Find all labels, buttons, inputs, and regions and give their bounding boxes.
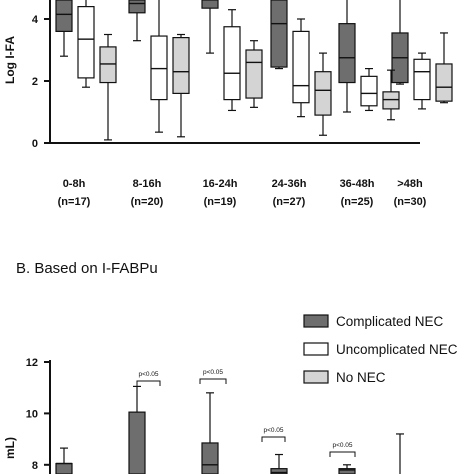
panel-b-y-label: mL) — [3, 437, 17, 459]
bracket-line — [329, 451, 356, 457]
p-value-label: p<0.05 — [203, 369, 223, 376]
panel-a-box-5-no-nec — [382, 69, 400, 121]
significance-bracket: p<0.05 — [329, 442, 356, 457]
category-n-label: (n=20) — [131, 196, 164, 208]
panel-b-box-4-complicated-nec — [270, 453, 288, 474]
y-tick-label: 2 — [32, 76, 38, 88]
panel-b-title: B. Based on I-FABPu — [16, 260, 158, 277]
legend-swatch — [303, 314, 329, 328]
box — [338, 23, 356, 84]
bracket-line — [261, 436, 286, 442]
panel-a-box-6-uncomplicated-nec — [413, 52, 431, 110]
panel-a-box-4-uncomplicated-nec — [292, 18, 310, 118]
category-n-label: (n=30) — [394, 196, 427, 208]
box — [223, 26, 241, 101]
panel-a-box-4-complicated-nec — [270, 0, 288, 70]
category-label: 36-48h — [340, 178, 375, 190]
category-label: 24-36h — [272, 178, 307, 190]
panel-a-boxes — [55, 0, 453, 141]
category-label: 0-8h — [63, 178, 86, 190]
panel-a-category-labels: 0-8h (n=17) 8-16h (n=20) 16-24h (n=19) 24-36h (… — [58, 178, 427, 208]
box — [292, 30, 310, 104]
panel-a-box-3-uncomplicated-nec — [223, 9, 241, 112]
box — [150, 35, 168, 101]
panel-a-box-2-no-nec — [172, 33, 190, 138]
box — [245, 49, 263, 99]
significance-bracket: p<0.05 — [261, 427, 286, 442]
panel-a-box-2-complicated-nec — [128, 0, 146, 42]
panel-a-box-6-no-nec — [435, 32, 453, 104]
box — [201, 0, 219, 9]
significance-bracket: p<0.05 — [136, 371, 161, 386]
category-n-label: (n=17) — [58, 196, 91, 208]
y-tick-label: 0 — [32, 138, 38, 150]
y-tick-label: 10 — [26, 408, 38, 420]
significance-bracket: p<0.05 — [199, 369, 227, 384]
panel-a-box-3-no-nec — [245, 40, 263, 108]
box — [99, 46, 117, 84]
panel-a: Log I-FA 0 2 4 0-8h (n=17) 8-16h (n=20) 16-24h… — [3, 0, 453, 208]
box — [360, 75, 378, 107]
panel-b: Complicated NEC Uncomplicated NEC No NEC m… — [3, 314, 458, 474]
bracket-line — [136, 380, 161, 386]
box — [172, 36, 190, 94]
category-n-label: (n=19) — [204, 196, 237, 208]
p-value-label: p<0.05 — [138, 371, 158, 378]
p-value-label: p<0.05 — [263, 427, 283, 434]
panel-b-boxes — [55, 385, 404, 474]
legend-label: No NEC — [336, 370, 386, 385]
category-label: >48h — [397, 178, 423, 190]
box — [270, 0, 288, 68]
category-n-label: (n=25) — [341, 196, 374, 208]
box — [382, 91, 400, 110]
bracket-line — [199, 378, 227, 384]
p-value-label: p<0.05 — [332, 442, 352, 449]
panel-b-box-6-complicated-nec — [396, 433, 404, 474]
panel-b-box-2-complicated-nec — [128, 385, 146, 474]
box — [201, 442, 219, 474]
legend: Complicated NEC Uncomplicated NEC No NEC — [303, 314, 458, 385]
category-label: 8-16h — [133, 178, 162, 190]
panel-a-box-1-uncomplicated-nec — [77, 0, 95, 88]
panel-a-box-1-no-nec — [99, 33, 117, 141]
legend-swatch — [303, 342, 329, 356]
panel-a-box-5-uncomplicated-nec — [360, 67, 378, 112]
box — [128, 411, 146, 474]
panel-b-significance-annotations: p<0.05 p<0.05 p<0.05 p<0.05 — [136, 369, 356, 457]
category-label: 16-24h — [203, 178, 238, 190]
box — [77, 5, 95, 79]
panel-a-box-1-complicated-nec — [55, 0, 73, 57]
box — [55, 0, 73, 32]
box — [413, 58, 431, 101]
box — [128, 0, 146, 14]
y-tick-label: 8 — [32, 460, 38, 472]
box — [314, 71, 332, 116]
panel-a-y-ticks: 0 2 4 — [32, 14, 50, 150]
category-n-label: (n=27) — [273, 196, 306, 208]
legend-swatch — [303, 370, 329, 384]
panel-b-y-ticks: 8 10 12 — [26, 357, 50, 472]
legend-label: Complicated NEC — [336, 314, 444, 329]
panel-a-box-3-complicated-nec — [201, 0, 219, 54]
box — [55, 462, 73, 474]
panel-a-box-5-complicated-nec — [338, 0, 356, 113]
panel-a-box-2-uncomplicated-nec — [150, 0, 168, 133]
panel-a-y-label: Log I-FA — [3, 36, 17, 84]
legend-label: Uncomplicated NEC — [336, 342, 458, 357]
panel-a-box-4-no-nec — [314, 52, 332, 136]
panel-b-box-1-complicated-nec — [55, 447, 73, 474]
panel-a-box-6-complicated-nec — [391, 0, 409, 85]
box — [435, 63, 453, 102]
y-tick-label: 4 — [32, 14, 39, 26]
panel-b-box-5-complicated-nec — [338, 464, 356, 474]
panel-b-box-3-complicated-nec — [201, 392, 219, 474]
y-tick-label: 12 — [26, 357, 38, 369]
